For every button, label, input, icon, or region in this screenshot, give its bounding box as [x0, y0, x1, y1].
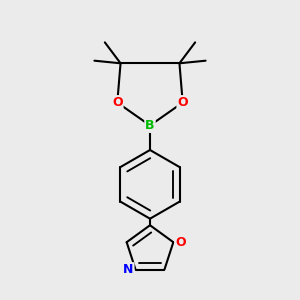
Text: O: O: [175, 236, 186, 249]
Text: N: N: [123, 263, 134, 276]
Text: O: O: [112, 96, 123, 109]
Text: B: B: [145, 119, 155, 132]
Text: O: O: [177, 96, 188, 109]
